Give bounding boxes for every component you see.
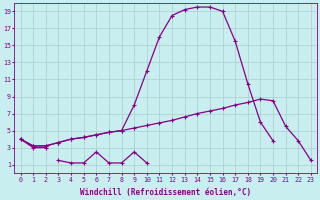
- X-axis label: Windchill (Refroidissement éolien,°C): Windchill (Refroidissement éolien,°C): [80, 188, 251, 197]
